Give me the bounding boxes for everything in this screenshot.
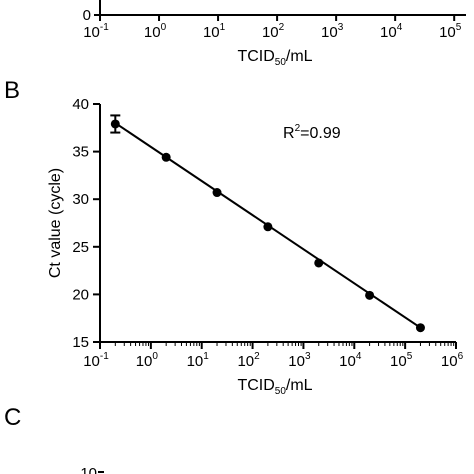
x-tick-label: 101: [187, 351, 210, 370]
y-tick-label: 25: [72, 239, 89, 256]
x-tick-label: 106: [441, 351, 464, 370]
x-tick-label: 104: [339, 351, 362, 370]
data-point: [212, 188, 222, 198]
x-tick-label: 10-1: [83, 351, 109, 370]
x-tick-label: 100: [136, 351, 159, 370]
top-x-tick-label: 100: [144, 22, 167, 41]
top-x-tick-label: 103: [321, 22, 344, 41]
top-x-ticks: 10-1 100 101 102 103 104 105: [83, 15, 462, 41]
x-tick-label: 105: [390, 351, 413, 370]
data-point: [314, 258, 324, 268]
top-x-tick-label: 101: [203, 22, 226, 41]
data-point: [161, 152, 171, 162]
y-tick-label: 15: [72, 334, 89, 351]
panel-letter-b: B: [4, 77, 20, 104]
r-squared-annotation: R2=0.99: [283, 123, 341, 142]
y-tick-label: 35: [72, 144, 89, 161]
y-tick-label: 40: [72, 96, 89, 113]
top-x-tick-label: 104: [380, 22, 403, 41]
data-point: [263, 222, 273, 232]
y-ticks: 15 20 25 30 35 40: [72, 96, 100, 351]
x-tick-label: 103: [288, 351, 311, 370]
panel-letter-c: C: [4, 404, 21, 431]
data-point: [415, 323, 425, 333]
top-x-tick-label: 102: [262, 22, 285, 41]
y-axis-label: Ct value (cycle): [47, 168, 64, 278]
x-axis-label: TCID50/mL: [237, 377, 312, 397]
y-tick-label: 30: [72, 191, 89, 208]
data-points: [110, 119, 425, 333]
panel-b-chart: 15 20 25 30 35 40 10-1 100 101 102 103 104 105 106 R…: [47, 96, 464, 397]
top-x-axis-label: TCID50/mL: [237, 48, 312, 68]
bottom-y-tick-label: 10: [80, 465, 97, 474]
y-tick-label: 20: [72, 286, 89, 303]
top-x-tick-label: 105: [439, 22, 462, 41]
data-point: [110, 119, 120, 129]
top-panel-fragment: 0 10-1 100 101 102 103 104 105 TCID50/mL: [83, 0, 466, 68]
x-tick-label: 102: [237, 351, 260, 370]
top-x-tick-label: 10-1: [83, 22, 109, 41]
x-ticks: 10-1 100 101 102 103 104 105 106: [83, 342, 464, 370]
bottom-panel-fragment: 10: [80, 465, 104, 474]
data-point: [365, 290, 375, 300]
top-y-tick-label: 0: [83, 7, 91, 24]
